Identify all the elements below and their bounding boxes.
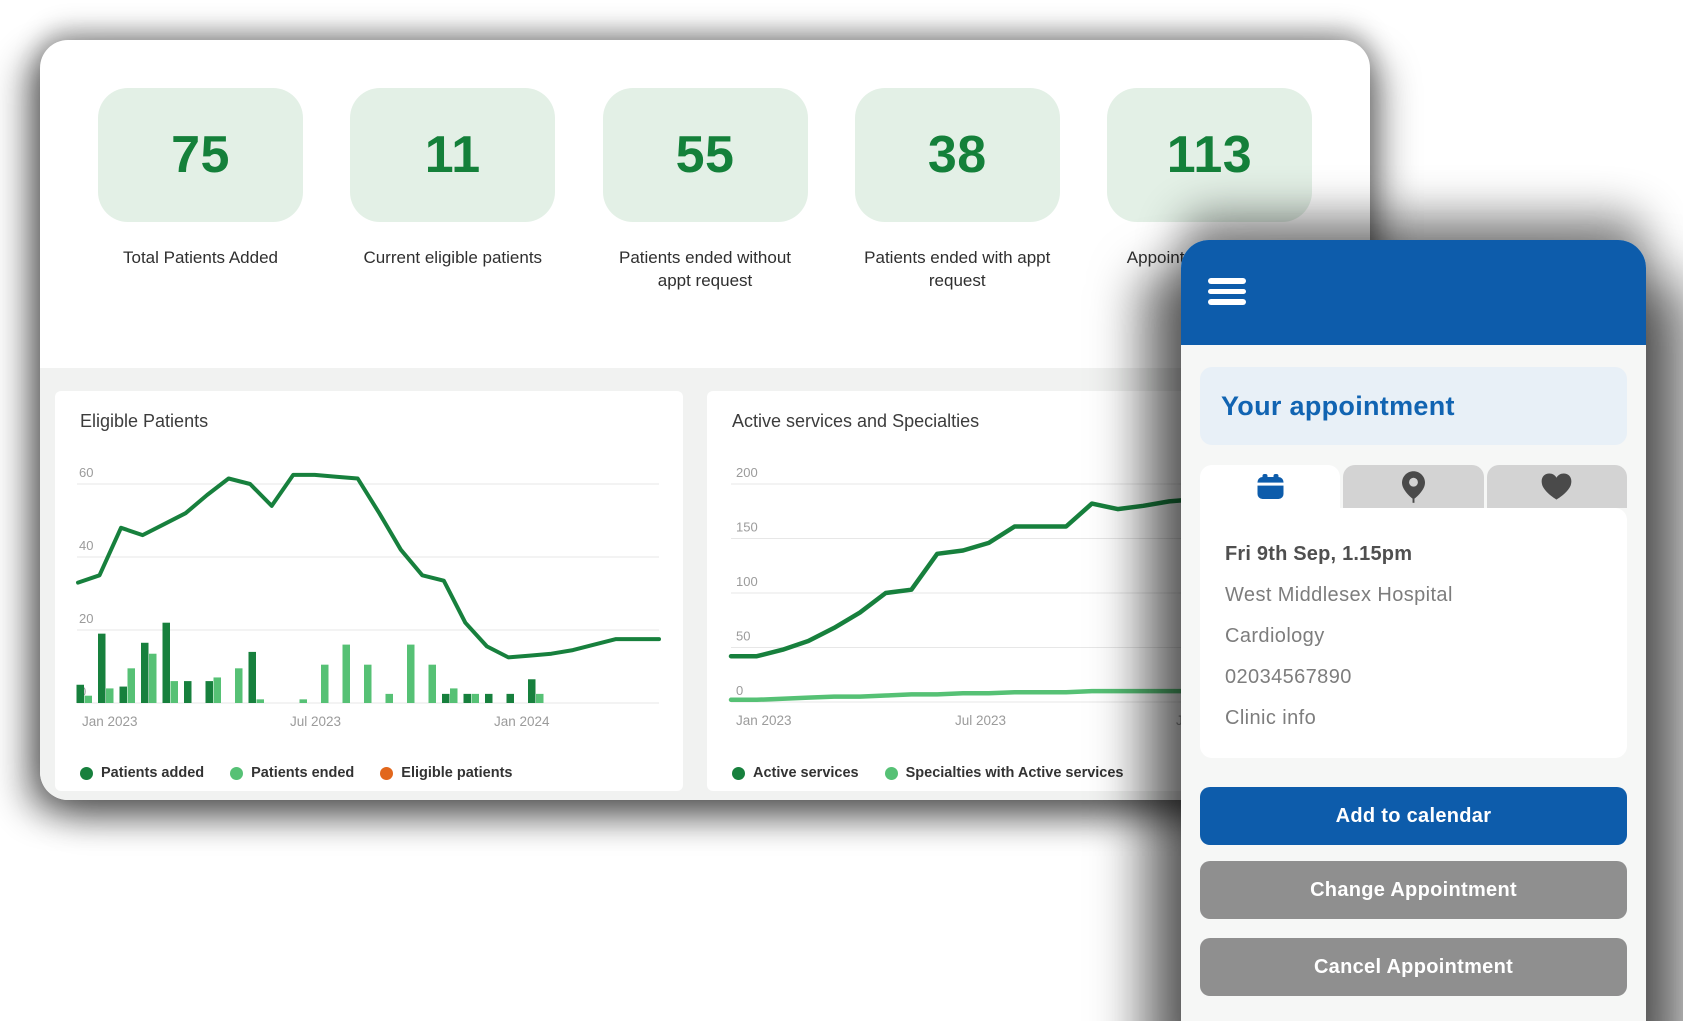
svg-text:Jan 2023: Jan 2023 — [82, 714, 138, 729]
legend-label: Patients ended — [251, 765, 355, 781]
legend-dot — [732, 766, 745, 780]
stat-card-appointment-requests: 113 Appointment requests — [1107, 88, 1312, 293]
appointment-tabs — [1200, 465, 1627, 508]
legend-item: Eligible patients — [380, 765, 512, 781]
legend-label: Eligible patients — [401, 765, 513, 781]
legend-label: Specialties with Active services — [905, 765, 1124, 781]
charts-area: 0 20 40 60 Jan 2023 Jul 2023 Jan 2024 Eligible… — [40, 368, 1370, 800]
svg-text:Jan 2024: Jan 2024 — [494, 714, 550, 729]
stats-row: 75 Total Patients Added 11 Current eligi… — [40, 40, 1370, 293]
appointment-specialty: Cardiology — [1225, 625, 1325, 647]
legend-item: Active services — [732, 765, 859, 781]
svg-text:0: 0 — [736, 683, 743, 698]
location-pin-icon — [1401, 470, 1425, 503]
legend-item: Specialties with Active services — [884, 765, 1124, 781]
svg-text:Jul 2023: Jul 2023 — [955, 713, 1006, 728]
svg-text:100: 100 — [736, 574, 758, 589]
app-header — [1181, 240, 1646, 345]
stat-value-box: 38 — [854, 88, 1060, 222]
stat-card-ended-with-appt: 38 Patients ended with appt request — [854, 88, 1060, 293]
legend-label: Active services — [753, 765, 859, 781]
tab-date[interactable] — [1200, 465, 1341, 508]
chart-legend: Active services Specialties with Active s… — [732, 765, 1124, 781]
stat-value: 11 — [424, 126, 481, 184]
stat-value: 38 — [927, 126, 987, 184]
appointment-app-panel: Your appointment — [1181, 240, 1646, 1021]
add-to-calendar-button[interactable]: Add to calendar — [1200, 787, 1627, 845]
stat-value-box: 55 — [602, 88, 808, 222]
svg-text:Jan 2023: Jan 2023 — [736, 713, 792, 728]
svg-text:20: 20 — [79, 611, 93, 626]
menu-icon[interactable] — [1208, 278, 1246, 310]
stat-value-box: 113 — [1107, 88, 1312, 222]
stat-label: Total Patients Added — [122, 248, 278, 267]
appointment-datetime: Fri 9th Sep, 1.15pm — [1225, 543, 1413, 565]
legend-dot — [884, 766, 898, 780]
svg-text:40: 40 — [79, 538, 93, 553]
stat-label: Patients ended without appt request — [618, 248, 791, 290]
change-appointment-button[interactable]: Change Appointment — [1200, 861, 1627, 919]
stat-value: 75 — [171, 126, 230, 184]
stat-value: 55 — [675, 126, 735, 184]
stat-card-ended-without-appt: 55 Patients ended without appt request — [602, 88, 808, 293]
cancel-appointment-button[interactable]: Cancel Appointment — [1200, 938, 1627, 996]
appointment-title-panel: Your appointment — [1200, 367, 1627, 445]
svg-text:150: 150 — [736, 520, 758, 535]
legend-item: Patients added — [80, 765, 204, 781]
stat-card-current-eligible-patients: 11 Current eligible patients — [350, 88, 556, 293]
legend-dot — [230, 766, 244, 780]
legend-item: Patients ended — [230, 765, 354, 781]
stat-label: Current eligible patients — [363, 248, 543, 267]
app-body: Your appointment — [1181, 367, 1646, 996]
svg-text:200: 200 — [736, 465, 758, 480]
heart-icon — [1541, 473, 1572, 500]
stat-value: 113 — [1166, 126, 1253, 184]
page-title: Your appointment — [1221, 390, 1455, 421]
appointment-details-card: Fri 9th Sep, 1.15pm West Middlesex Hospi… — [1200, 508, 1627, 758]
stat-card-total-patients-added: 75 Total Patients Added — [98, 88, 303, 293]
calendar-icon — [1257, 473, 1284, 499]
dashboard-panel: 75 Total Patients Added 11 Current eligi… — [40, 40, 1370, 800]
appointment-phone-number: 02034567890 — [1225, 666, 1352, 688]
legend-dot — [80, 766, 93, 780]
chart-title: Active services and Specialties — [732, 411, 980, 431]
clinic-info-link[interactable]: Clinic info — [1225, 707, 1317, 729]
svg-text:60: 60 — [79, 465, 93, 480]
chart-legend: Patients added Patients ended Eligible pat… — [80, 765, 512, 781]
stat-label: Patients ended with appt request — [864, 248, 1051, 290]
svg-text:Jul 2023: Jul 2023 — [290, 714, 341, 729]
appointment-location: West Middlesex Hospital — [1225, 584, 1453, 606]
legend-dot — [380, 766, 394, 780]
stat-value-box: 11 — [350, 88, 556, 222]
tab-location[interactable] — [1343, 465, 1484, 508]
legend-label: Patients added — [101, 765, 205, 781]
tab-favourite[interactable] — [1486, 465, 1627, 508]
stat-value-box: 75 — [98, 88, 303, 222]
chart-title: Eligible Patients — [80, 411, 209, 431]
svg-text:50: 50 — [736, 629, 750, 644]
